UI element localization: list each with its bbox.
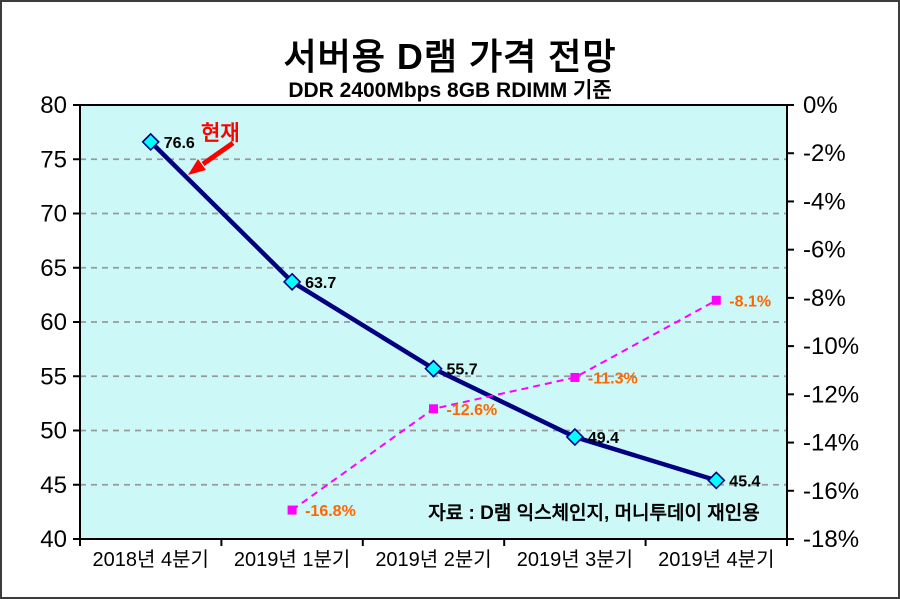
- data-point-label: 63.7: [305, 275, 336, 292]
- left-axis-label: 50: [40, 418, 67, 445]
- data-point-marker: [565, 427, 585, 447]
- left-axis-label: 80: [40, 92, 67, 119]
- data-point-label: 49.4: [588, 430, 619, 447]
- right-axis-label: -18%: [803, 526, 859, 553]
- right-axis-label: 0%: [803, 92, 838, 119]
- source-note: 자료 : D램 익스체인지, 머니투데이 재인용: [428, 503, 760, 524]
- current-annotation: 현재: [201, 122, 240, 145]
- left-axis-label: 65: [40, 255, 67, 282]
- data-point-marker: [287, 505, 297, 515]
- series-line-price-change-percent: [291, 299, 717, 511]
- left-axis-label: 60: [40, 309, 67, 336]
- chart-subtitle: DDR 2400Mbps 8GB RDIMM 기준: [288, 79, 612, 102]
- right-axis-label: -16%: [803, 478, 859, 505]
- chart-title: 서버용 D램 가격 전망: [283, 36, 617, 77]
- data-point-marker: [424, 359, 443, 378]
- data-point-marker: [141, 132, 160, 152]
- data-point-marker: [570, 372, 580, 382]
- left-axis-label: 40: [40, 526, 67, 553]
- data-point-marker: [282, 272, 302, 291]
- right-axis-label: -10%: [803, 333, 859, 360]
- right-axis-label: -14%: [803, 430, 859, 457]
- data-point-label: -8.1%: [729, 293, 771, 310]
- right-axis-label: -4%: [803, 188, 846, 215]
- left-axis-label: 70: [40, 201, 67, 228]
- x-axis-label: 2019년 2분기: [375, 548, 491, 571]
- x-axis-label: 2019년 3분기: [517, 548, 633, 571]
- data-point-label: 55.7: [447, 362, 478, 379]
- right-axis-label: -2%: [803, 140, 846, 167]
- x-axis-label: 2018년 4분기: [93, 548, 209, 571]
- x-axis-label: 2019년 4분기: [658, 548, 774, 571]
- left-axis-label: 75: [40, 146, 67, 173]
- right-axis-label: -12%: [803, 381, 859, 408]
- data-point-marker: [429, 404, 438, 414]
- data-point-label: -12.6%: [447, 402, 498, 419]
- left-axis-label: 55: [40, 363, 67, 390]
- data-point-marker: [711, 295, 721, 305]
- data-point-label: -11.3%: [588, 370, 638, 387]
- current-arrow-shaft: [201, 140, 235, 167]
- right-axis-label: -8%: [803, 285, 846, 312]
- current-arrow-head: [188, 159, 206, 175]
- data-point-label: -16.8%: [305, 503, 356, 520]
- left-axis-label: 45: [40, 472, 67, 499]
- right-axis-label: -6%: [803, 237, 846, 264]
- data-point-label: 76.6: [164, 135, 195, 152]
- data-point-marker: [707, 471, 726, 490]
- data-point-label: 45.4: [729, 473, 760, 490]
- x-axis-label: 2019년 1분기: [234, 548, 350, 571]
